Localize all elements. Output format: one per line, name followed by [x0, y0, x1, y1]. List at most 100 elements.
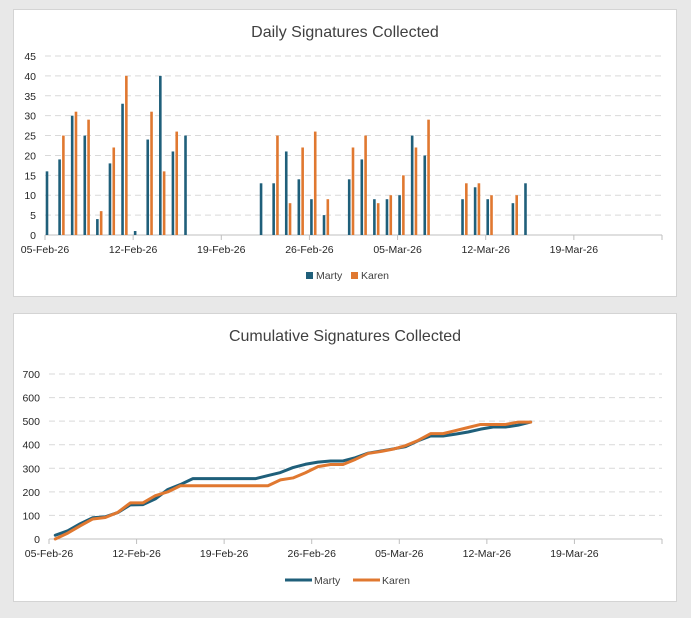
y-tick-label: 25 — [24, 131, 36, 143]
bar-marty — [121, 103, 124, 235]
bar-marty — [347, 179, 351, 235]
bar-karen — [62, 135, 65, 235]
bar-marty — [461, 199, 464, 235]
bar-marty — [297, 179, 301, 235]
x-tick-label: 19-Feb-26 — [197, 244, 246, 256]
bar-karen — [414, 147, 418, 235]
y-tick-label: 30 — [24, 111, 36, 123]
y-tick-label: 700 — [22, 369, 40, 381]
bar-marty — [259, 183, 263, 235]
bar-karen — [276, 135, 279, 235]
x-tick-label: 12-Feb-26 — [109, 244, 158, 256]
bar-karen — [477, 183, 481, 235]
legend-label-karen-cumulative: Karen — [382, 575, 410, 587]
x-tick-label: 26-Feb-26 — [287, 548, 336, 560]
bar-marty — [524, 183, 527, 235]
bar-marty — [360, 159, 364, 235]
y-tick-label: 500 — [22, 416, 40, 428]
bar-marty — [83, 135, 87, 235]
y-tick-label: 20 — [24, 150, 36, 162]
bar-marty — [410, 135, 414, 235]
bar-karen — [389, 195, 393, 235]
y-tick-label: 45 — [24, 51, 36, 63]
legend-marker-marty-daily — [306, 272, 313, 279]
bar-marty — [373, 199, 376, 235]
y-tick-label: 300 — [22, 463, 40, 475]
bar-karen — [301, 147, 304, 235]
bar-karen — [87, 119, 90, 235]
bar-marty — [159, 75, 162, 235]
cumulative-chart-svg: Cumulative Signatures Collected 0 100 200 3… — [22, 328, 663, 587]
daily-chart-panel: Daily Signatures Collected 0 5 10 15 20 25 30 3… — [13, 9, 677, 297]
line-marty — [53, 420, 533, 537]
bar-karen — [162, 171, 166, 235]
bar-karen — [313, 131, 317, 235]
bar-marty — [322, 215, 326, 235]
bar-karen — [490, 195, 493, 235]
bar-karen — [112, 147, 116, 235]
legend-label-karen-daily: Karen — [361, 270, 389, 282]
y-tick-label: 10 — [24, 190, 36, 202]
y-tick-label: 100 — [22, 510, 40, 522]
bar-karen — [125, 75, 128, 235]
y-tick-label: 400 — [22, 440, 40, 452]
y-tick-label: 200 — [22, 487, 40, 499]
x-tick-label: 05-Feb-26 — [21, 244, 70, 256]
daily-legend: Marty Karen — [306, 270, 389, 282]
bar-marty — [171, 151, 175, 235]
bar-karen — [288, 203, 292, 235]
y-tick-label: 15 — [24, 170, 36, 182]
bar-karen — [376, 203, 380, 235]
x-tick-label: 26-Feb-26 — [285, 244, 334, 256]
legend-label-marty-daily: Marty — [316, 270, 343, 282]
cumulative-chart-title: Cumulative Signatures Collected — [229, 328, 461, 345]
bar-marty — [385, 199, 389, 235]
bar-marty — [133, 231, 137, 235]
line-karen — [53, 420, 533, 541]
bar-karen — [351, 147, 355, 235]
bar-marty — [45, 171, 49, 235]
legend-label-marty-cumulative: Marty — [314, 575, 341, 587]
x-tick-label: 19-Feb-26 — [200, 548, 249, 560]
bar-marty — [398, 195, 401, 235]
bar-karen — [515, 195, 518, 235]
y-tick-label: 35 — [24, 91, 36, 103]
bar-karen — [427, 119, 430, 235]
bar-karen — [465, 183, 468, 235]
y-tick-label: 600 — [22, 393, 40, 405]
bar-marty — [70, 115, 74, 235]
cumulative-legend: Marty Karen — [285, 575, 410, 587]
x-tick-label: 05-Mar-26 — [373, 244, 422, 256]
bar-marty — [423, 155, 427, 235]
bar-karen — [326, 199, 330, 235]
legend-marker-karen-daily — [351, 272, 358, 279]
y-tick-label: 5 — [30, 210, 36, 222]
y-tick-label: 0 — [30, 230, 36, 242]
bar-marty — [184, 135, 187, 235]
bar-marty — [272, 183, 275, 235]
x-tick-label: 19-Mar-26 — [550, 244, 599, 256]
x-tick-label: 12-Feb-26 — [112, 548, 161, 560]
bar-karen — [402, 175, 405, 235]
bar-karen — [364, 135, 367, 235]
x-tick-label: 05-Mar-26 — [375, 548, 424, 560]
bar-marty — [96, 219, 99, 235]
bar-marty — [511, 203, 515, 235]
bar-marty — [473, 187, 477, 235]
daily-chart-title: Daily Signatures Collected — [251, 24, 439, 41]
bar-karen — [175, 131, 179, 235]
x-tick-label: 12-Mar-26 — [461, 244, 510, 256]
x-tick-label: 19-Mar-26 — [550, 548, 599, 560]
bar-marty — [146, 139, 150, 235]
y-tick-label: 40 — [24, 71, 36, 83]
bar-marty — [58, 159, 61, 235]
x-tick-label: 12-Mar-26 — [463, 548, 512, 560]
x-tick-label: 05-Feb-26 — [25, 548, 74, 560]
cumulative-chart-panel: Cumulative Signatures Collected 0 100 200 3… — [13, 313, 677, 602]
bar-karen — [74, 111, 78, 235]
bar-marty — [310, 199, 313, 235]
bar-marty — [108, 163, 112, 235]
daily-chart-svg: Daily Signatures Collected 0 5 10 15 20 25 30 3… — [21, 24, 663, 282]
bar-marty — [284, 151, 288, 235]
y-tick-label: 0 — [34, 534, 40, 546]
